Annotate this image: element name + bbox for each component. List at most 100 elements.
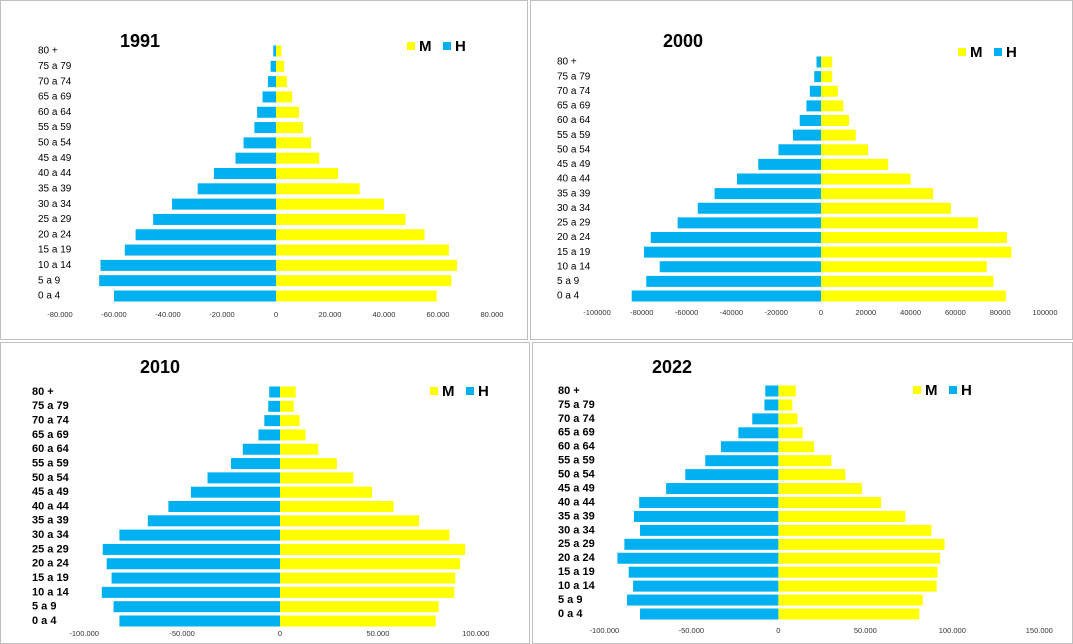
- x-tick-label: -40.000: [155, 310, 180, 319]
- legend-swatch: [430, 387, 438, 395]
- x-tick-label: 40000: [900, 308, 921, 317]
- category-label: 25 a 29: [32, 543, 69, 555]
- bar: [778, 566, 938, 578]
- bar: [197, 183, 276, 195]
- bar: [778, 594, 923, 606]
- bar: [276, 122, 303, 134]
- bar: [168, 501, 280, 512]
- x-tick-label: 0: [274, 310, 278, 319]
- bar: [276, 259, 457, 271]
- category-label: 70 a 74: [558, 413, 596, 425]
- category-label: 70 a 74: [557, 86, 591, 97]
- category-label: 20 a 24: [557, 232, 591, 243]
- category-label: 50 a 54: [557, 144, 591, 155]
- category-label: 80 +: [558, 385, 580, 397]
- category-label: 75 a 79: [32, 400, 69, 412]
- x-tick-label: 100.000: [462, 629, 489, 638]
- bar: [280, 601, 439, 613]
- bar: [276, 213, 406, 225]
- category-label: 0 a 4: [32, 615, 57, 627]
- chart-title: 2000: [663, 31, 703, 51]
- bar: [276, 106, 299, 118]
- bar: [280, 501, 394, 512]
- bar: [124, 244, 276, 256]
- bar: [821, 129, 856, 141]
- bar: [814, 71, 821, 83]
- category-label: 55 a 59: [32, 457, 69, 469]
- legend-swatch: [958, 48, 966, 56]
- bar: [280, 400, 294, 412]
- bar: [100, 259, 276, 271]
- x-tick-label: -80.000: [47, 310, 72, 319]
- bar: [243, 137, 276, 149]
- bar: [626, 594, 779, 606]
- bar: [821, 56, 833, 68]
- bar: [646, 275, 821, 287]
- bar: [101, 586, 281, 598]
- bar: [806, 100, 821, 112]
- bar: [778, 441, 815, 453]
- legend-label: M: [970, 44, 983, 61]
- x-tick-label: 0: [278, 629, 282, 638]
- bar: [258, 429, 280, 441]
- category-label: 20 a 24: [38, 229, 72, 240]
- category-label: 40 a 44: [38, 168, 72, 179]
- bar: [778, 469, 846, 481]
- bar: [778, 427, 803, 439]
- category-label: 45 a 49: [557, 159, 591, 170]
- category-label: 55 a 59: [557, 130, 591, 141]
- category-label: 25 a 29: [38, 214, 72, 225]
- chart-title: 1991: [120, 31, 160, 51]
- chart-title: 2022: [652, 357, 692, 377]
- x-tick-label: -20.000: [209, 310, 234, 319]
- bar: [685, 469, 779, 481]
- legend-swatch: [949, 386, 957, 394]
- legend-label: H: [478, 383, 489, 400]
- category-label: 0 a 4: [38, 291, 61, 302]
- bar: [111, 572, 280, 584]
- bar: [207, 472, 280, 484]
- x-tick-label: 50.000: [366, 629, 389, 638]
- bar: [639, 497, 779, 508]
- x-tick-label: 20.000: [319, 310, 342, 319]
- category-label: 15 a 19: [558, 566, 595, 578]
- bar: [659, 261, 821, 273]
- bar: [276, 244, 449, 256]
- category-label: 75 a 79: [558, 399, 595, 411]
- category-label: 40 a 44: [32, 500, 70, 512]
- bar: [821, 115, 849, 126]
- bar: [778, 483, 862, 495]
- bar: [280, 558, 461, 570]
- bar: [765, 385, 779, 397]
- bar: [677, 217, 821, 229]
- bar: [280, 472, 354, 484]
- bar: [235, 152, 276, 164]
- legend-label: M: [419, 38, 432, 55]
- category-label: 70 a 74: [38, 76, 72, 87]
- x-tick-label: -80000: [630, 308, 653, 317]
- x-tick-label: -50.000: [169, 629, 194, 638]
- bar: [147, 515, 280, 527]
- category-label: 75 a 79: [38, 61, 72, 72]
- bar: [640, 608, 779, 620]
- x-tick-label: -20000: [765, 308, 788, 317]
- x-tick-label: 80.000: [481, 310, 504, 319]
- panel-border: [530, 0, 1073, 340]
- x-tick-label: -60000: [675, 308, 698, 317]
- bar: [135, 229, 276, 241]
- legend-label: H: [455, 38, 466, 55]
- bar: [153, 213, 276, 225]
- bar: [102, 543, 280, 555]
- category-label: 45 a 49: [38, 153, 72, 164]
- category-label: 15 a 19: [32, 572, 69, 584]
- bar: [758, 158, 821, 170]
- bar: [276, 198, 384, 210]
- x-tick-label: -100.000: [69, 629, 99, 638]
- category-label: 10 a 14: [32, 586, 70, 598]
- category-label: 10 a 14: [38, 260, 72, 271]
- bar: [778, 524, 932, 536]
- x-tick-label: 40.000: [373, 310, 396, 319]
- category-label: 45 a 49: [558, 482, 595, 494]
- bar: [172, 198, 276, 210]
- bar: [821, 246, 1012, 258]
